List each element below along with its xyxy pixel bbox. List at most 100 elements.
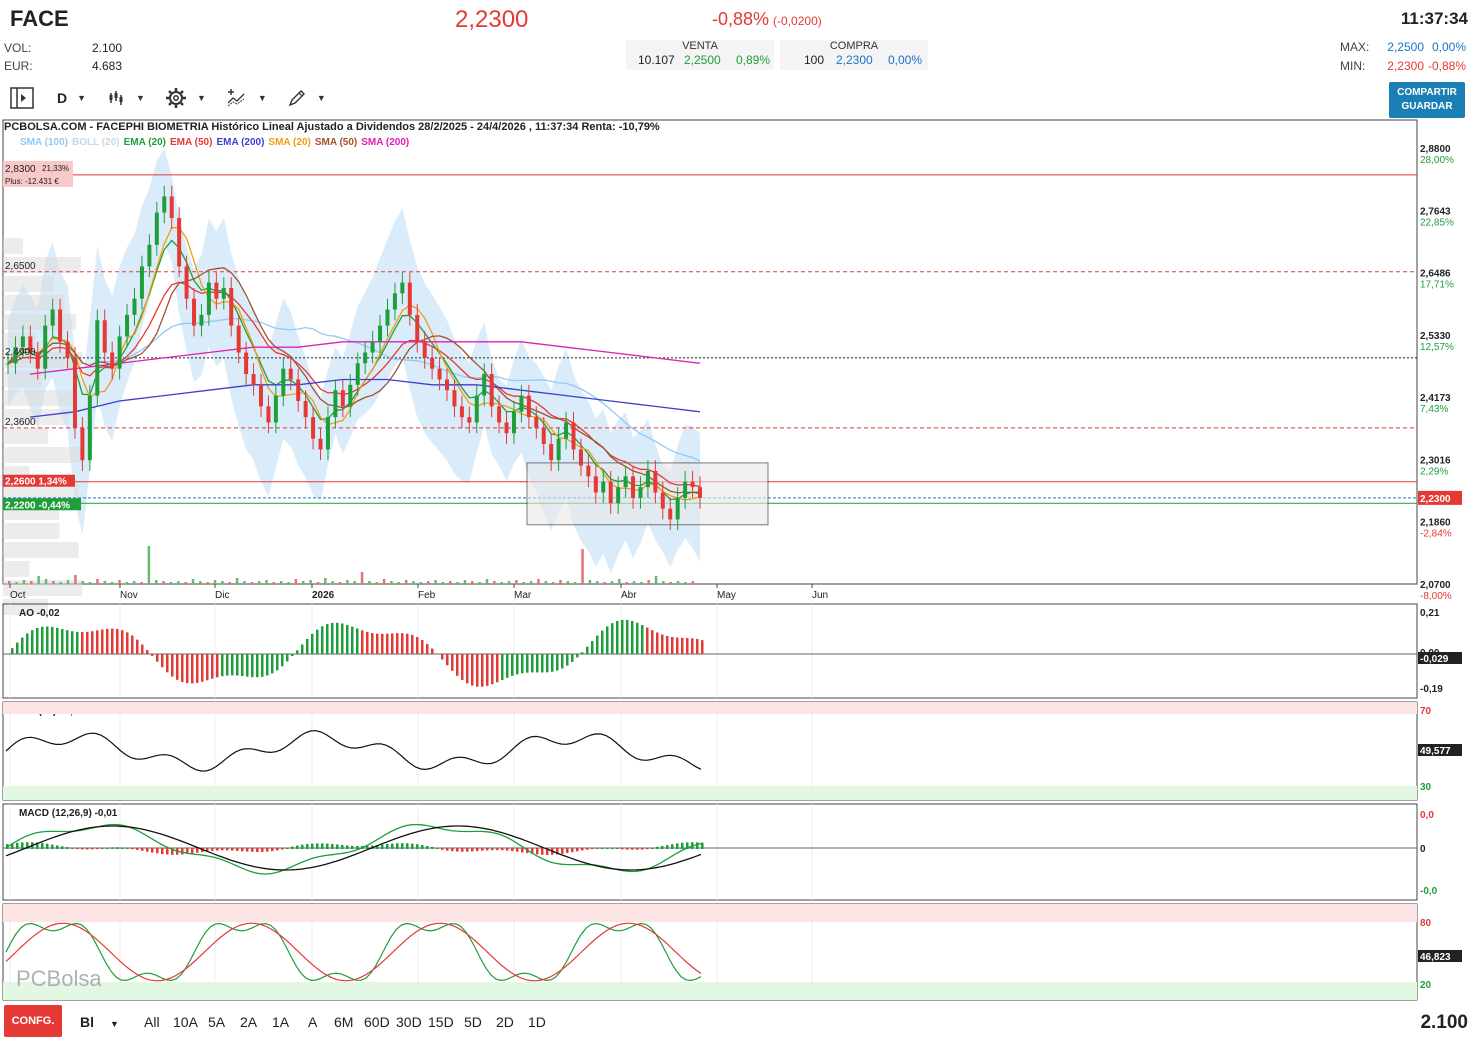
volume-profile-bar — [3, 238, 23, 254]
candle-body — [608, 481, 613, 504]
macd-histogram-bar — [346, 845, 349, 849]
period-button-11[interactable]: 2D — [496, 1014, 514, 1030]
buy-pct: 0,00% — [888, 53, 923, 67]
period-button-8[interactable]: 30D — [396, 1014, 422, 1030]
legend-item-5[interactable]: SMA (20) — [268, 137, 311, 148]
period-dropdown[interactable]: D ▼ — [53, 85, 90, 111]
period-button-0[interactable]: All — [144, 1014, 160, 1030]
macd-histogram-bar — [66, 847, 69, 849]
ao-bar — [126, 632, 129, 654]
legend-item-1[interactable]: BOLL (20) — [71, 137, 120, 148]
volume-bar — [59, 582, 62, 584]
config-button[interactable]: CONFG. — [4, 1005, 62, 1037]
period-button-1[interactable]: 10A — [173, 1014, 198, 1030]
period-button-4[interactable]: 1A — [272, 1014, 290, 1030]
ao-bar — [226, 654, 229, 676]
price-tick-label: 2,8800 — [1420, 144, 1451, 155]
chart-type-select[interactable]: Bl ▼ — [80, 1014, 119, 1030]
macd-histogram-bar — [511, 848, 514, 852]
macd-histogram-bar — [191, 848, 194, 854]
volume-bar — [30, 581, 33, 584]
gear-icon — [165, 88, 186, 108]
macd-histogram-bar — [486, 848, 489, 851]
period-button-12[interactable]: 1D — [528, 1014, 546, 1030]
ao-bar — [191, 654, 194, 684]
volume-bar — [485, 579, 489, 584]
buy-qty: 100 — [804, 53, 825, 67]
legend-item-4[interactable]: EMA (200) — [216, 137, 265, 148]
candle-body — [288, 368, 293, 380]
macd-histogram-bar — [291, 846, 294, 849]
macd-histogram-bar — [311, 843, 314, 849]
chart-type-dropdown[interactable]: ▼ — [104, 85, 149, 111]
macd-histogram-bar — [546, 848, 549, 855]
ao-bar — [96, 630, 99, 654]
macd-histogram-bar — [431, 846, 434, 849]
macd-histogram-bar — [491, 848, 494, 851]
candle-body — [20, 336, 25, 348]
macd-histogram-bar — [146, 848, 149, 852]
period-button-6[interactable]: 6M — [334, 1014, 354, 1030]
macd-histogram-bar — [251, 848, 254, 852]
macd-histogram-bar — [136, 848, 139, 850]
macd-histogram-bar — [246, 848, 249, 852]
volume-bar — [324, 578, 327, 584]
volume-bar — [654, 576, 658, 584]
candle-body — [653, 470, 658, 493]
max-pct: 0,00% — [1431, 40, 1466, 54]
sell-box: VENTA 10.107 2,2500 0,89% — [626, 40, 774, 70]
period-button-9[interactable]: 15D — [428, 1014, 454, 1030]
candle-body — [586, 465, 591, 477]
volume-profile-bar — [3, 428, 49, 444]
panel-toggle-button[interactable] — [5, 85, 39, 111]
candle-body — [541, 427, 546, 445]
macd-histogram-bar — [406, 843, 409, 849]
legend-item-0[interactable]: SMA (100) — [20, 137, 68, 148]
period-button-3[interactable]: 2A — [240, 1014, 258, 1030]
macd-histogram-bar — [241, 848, 244, 852]
legend-item-2[interactable]: EMA (20) — [123, 137, 167, 148]
price-tick-label: 2,7643 — [1420, 206, 1451, 217]
rsi-last-tag — [1418, 744, 1462, 756]
macd-histogram-bar — [231, 848, 234, 851]
macd-histogram-bar — [641, 848, 644, 850]
rsi-line — [5, 730, 702, 772]
drawing-tools-dropdown[interactable]: ▼ — [283, 85, 330, 111]
x-tick-label: Abr — [621, 590, 637, 601]
macd-histogram-bar — [56, 845, 59, 849]
sma-20-line — [7, 227, 701, 501]
chevron-down-icon: ▼ — [110, 1019, 119, 1029]
volume-bar — [331, 581, 334, 584]
settings-dropdown[interactable]: ▼ — [161, 85, 210, 111]
ao-bar — [496, 654, 499, 683]
ao-bar — [196, 654, 199, 683]
macd-histogram-bar — [51, 844, 54, 849]
macd-histogram-bar — [471, 848, 474, 852]
macd-histogram-bar — [461, 848, 464, 852]
candle-body — [251, 374, 256, 385]
candle-body — [564, 422, 569, 439]
candle-body — [534, 417, 539, 428]
share-save-button[interactable]: COMPARTIR GUARDAR — [1389, 82, 1465, 118]
macd-histogram-bar — [131, 848, 134, 850]
ao-bar — [311, 633, 314, 654]
ticker-symbol: FACE — [10, 6, 69, 31]
candle-body — [72, 357, 77, 428]
volume-bar — [125, 582, 129, 584]
legend-item-3[interactable]: EMA (50) — [170, 137, 213, 148]
macd-histogram-bar — [666, 845, 669, 849]
candle-body — [58, 309, 63, 342]
period-button-7[interactable]: 60D — [364, 1014, 390, 1030]
period-button-5[interactable]: A — [308, 1014, 318, 1030]
ao-bar — [566, 654, 569, 666]
legend-item-6[interactable]: SMA (50) — [314, 137, 358, 148]
ao-bar — [81, 632, 84, 654]
legend-item-7[interactable]: SMA (200) — [361, 137, 410, 148]
period-button-10[interactable]: 5D — [464, 1014, 482, 1030]
candle-body — [400, 282, 405, 294]
period-button-2[interactable]: 5A — [208, 1014, 226, 1030]
macd-histogram-bar — [236, 848, 239, 851]
ao-bar — [331, 622, 334, 654]
indicators-dropdown[interactable]: ▼ — [222, 85, 271, 111]
